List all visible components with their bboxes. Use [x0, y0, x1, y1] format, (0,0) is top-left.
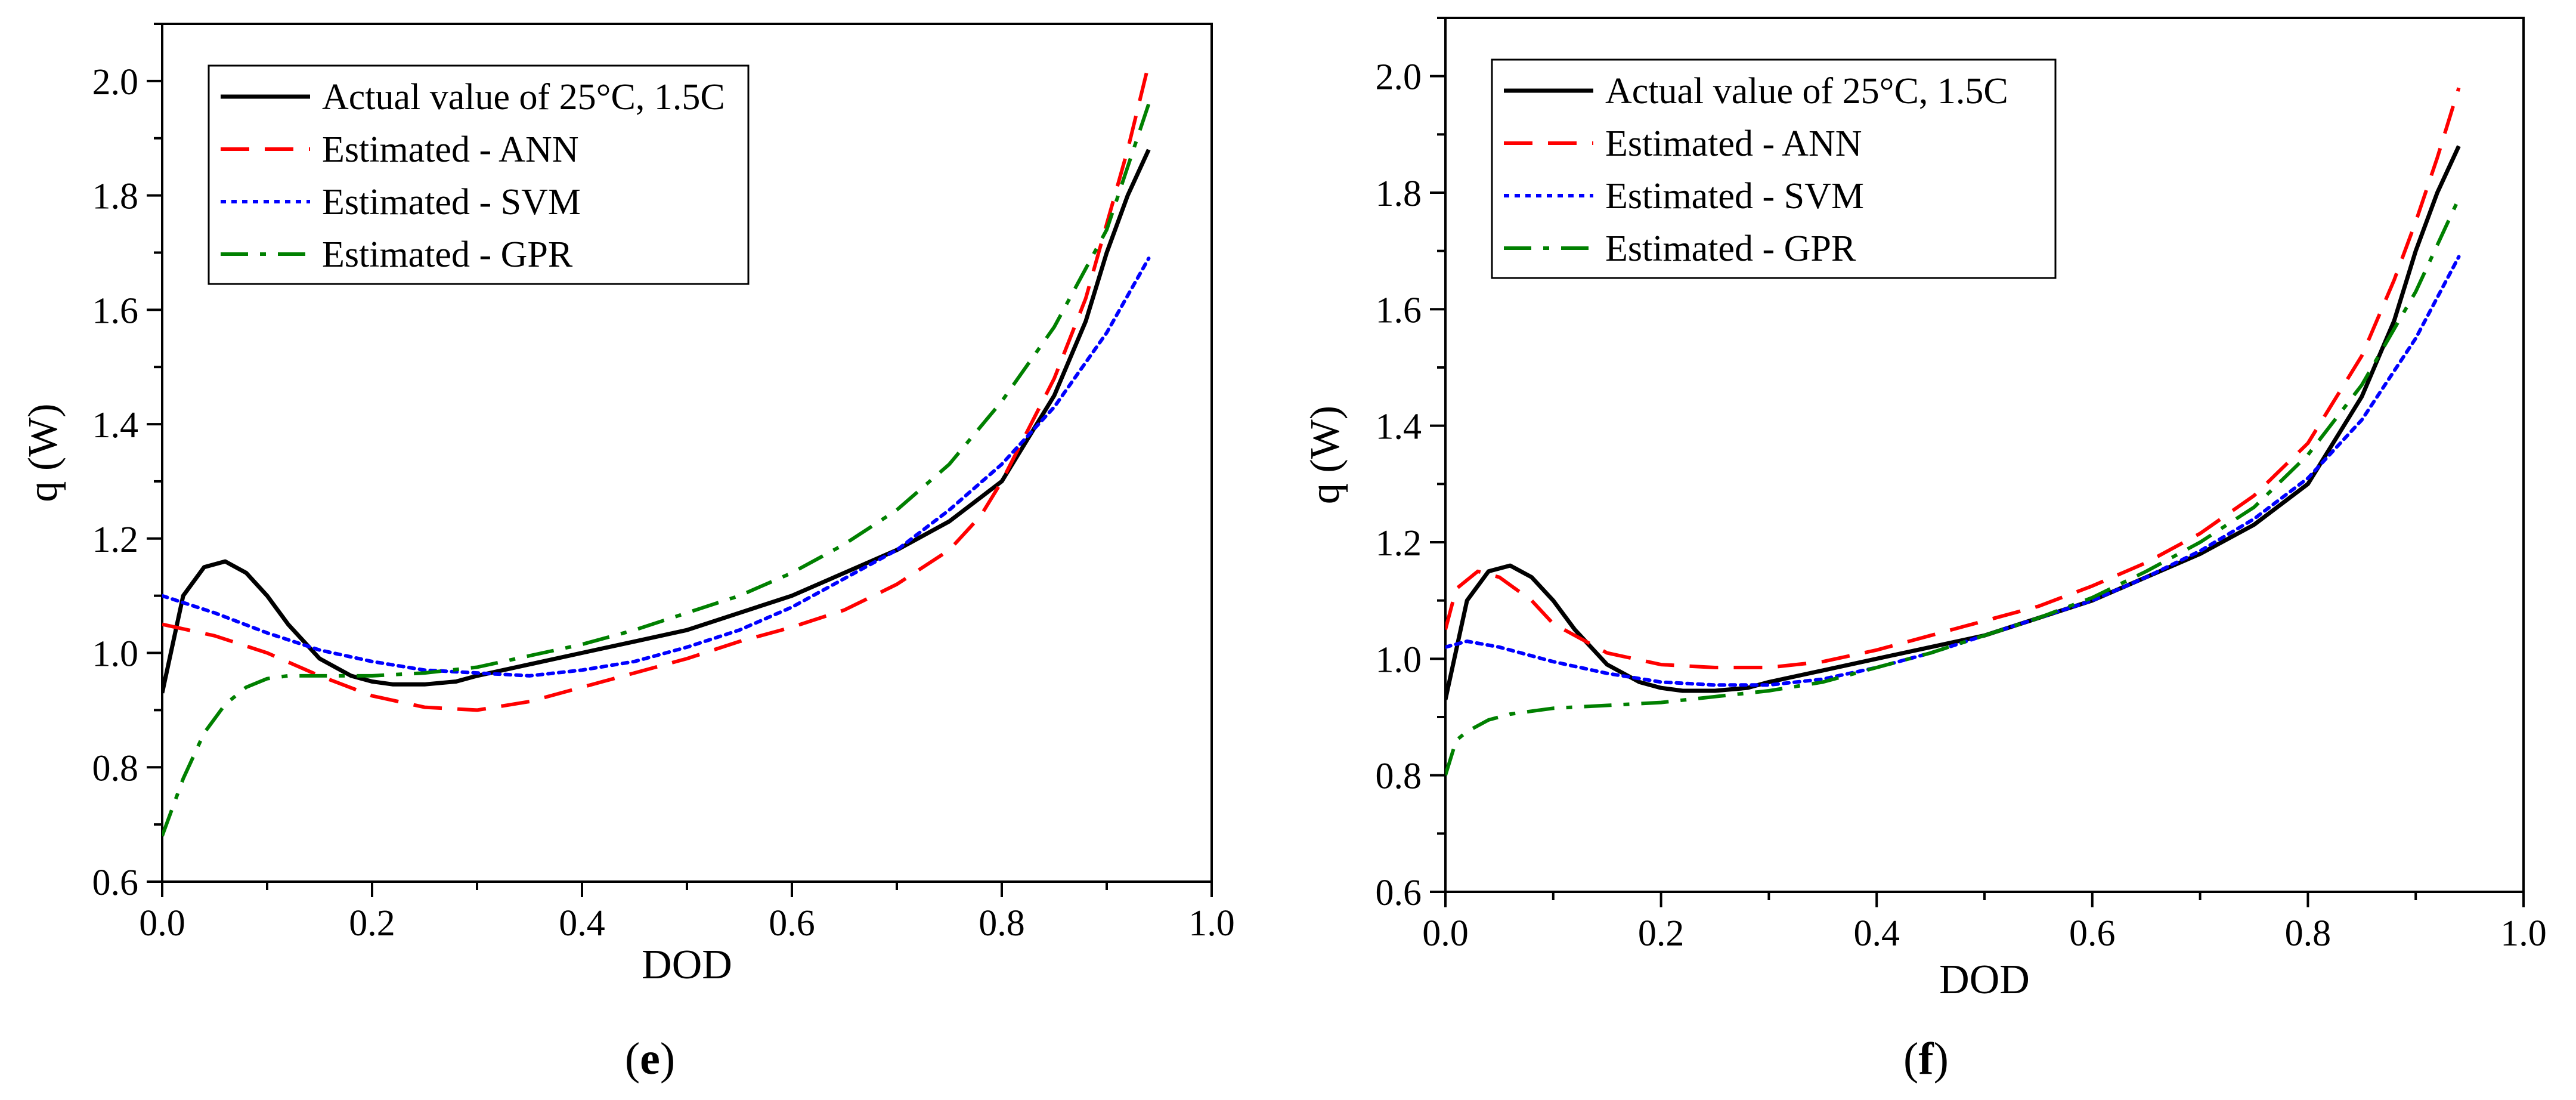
legend-label: Actual value of 25°C, 1.5C — [322, 77, 725, 118]
x-tick-label: 0.8 — [979, 903, 1025, 944]
series-line-estimated-svm — [162, 257, 1151, 678]
x-axis-label: DOD — [642, 942, 732, 988]
y-tick-label: 1.4 — [92, 405, 139, 446]
legend-box — [208, 64, 750, 285]
chart-panel-f: 0.0 0.2 0.4 0.6 0.8 1.0 0.6 0.8 1.0 1.2 1.4 1.6 1.8 2… — [1302, 17, 2547, 1084]
chart-panel-e: 0.0 0.2 0.4 0.6 0.8 1.0 0.6 0.8 1.0 1.2 1.4 1.6 1.8 2… — [20, 23, 1235, 1084]
legend-label: Estimated - ANN — [1605, 123, 1862, 164]
series-line-actual-value-of-25-c-1-5c — [1445, 145, 2461, 700]
y-tick-label: 0.6 — [1376, 873, 1422, 913]
y-tick-label: 1.8 — [1376, 174, 1422, 214]
x-axis-label: DOD — [1939, 957, 2030, 1003]
x-tick-label: 1.0 — [1188, 903, 1235, 944]
legend: Actual value of 25°C, 1.5C Estimated - AN… — [1491, 58, 2057, 279]
panel-label: (e) — [625, 1034, 675, 1084]
legend-label: Estimated - ANN — [322, 129, 579, 170]
y-tick-label: 2.0 — [92, 62, 139, 103]
series-line-estimated-ann — [162, 63, 1151, 712]
series-line-estimated-svm — [1445, 255, 2461, 687]
panel-label: (f) — [1903, 1034, 1949, 1084]
x-tick-label: 0.4 — [1853, 913, 1900, 954]
legend-label: Estimated - SVM — [1605, 176, 1864, 217]
y-tick-label: 1.4 — [1376, 407, 1422, 447]
panel-label-open: ( — [625, 1034, 640, 1084]
y-tick-label: 2.0 — [1376, 57, 1422, 98]
legend-box — [1491, 58, 2057, 279]
x-tick-label: 0.0 — [139, 903, 185, 944]
panel-label-open: ( — [1903, 1034, 1918, 1084]
y-tick-label: 1.6 — [92, 291, 139, 331]
panel-label-letter: e — [640, 1034, 660, 1084]
legend-label: Estimated - GPR — [322, 234, 573, 275]
y-tick-label: 1.8 — [92, 177, 139, 217]
x-tick-label: 0.2 — [349, 903, 395, 944]
panel-label-close: ) — [1934, 1034, 1949, 1084]
y-axis-label: q (W) — [20, 403, 66, 502]
y-tick-label: 0.8 — [92, 748, 139, 789]
y-axis-label: q (W) — [1302, 406, 1348, 504]
y-tick-label: 0.8 — [1376, 756, 1422, 797]
y-tick-label: 1.6 — [1376, 290, 1422, 330]
y-tick-label: 0.6 — [92, 863, 139, 903]
panel-label-close: ) — [660, 1034, 675, 1084]
x-tick-label: 0.0 — [1422, 913, 1469, 954]
x-tick-label: 0.4 — [559, 903, 605, 944]
x-tick-label: 0.2 — [1638, 913, 1685, 954]
legend-label: Estimated - SVM — [322, 182, 581, 223]
x-tick-label: 1.0 — [2500, 913, 2547, 954]
y-tick-label: 1.2 — [92, 520, 139, 560]
y-tick-label: 1.0 — [92, 634, 139, 675]
y-tick-label: 1.2 — [1376, 523, 1422, 564]
legend-label: Estimated - GPR — [1605, 228, 1856, 269]
series-line-estimated-ann — [1445, 87, 2461, 669]
panel-label-letter: f — [1918, 1034, 1934, 1084]
series-line-actual-value-of-25-c-1-5c — [162, 149, 1151, 694]
series-line-estimated-gpr — [162, 103, 1151, 837]
x-tick-label: 0.6 — [769, 903, 815, 944]
y-tick-label: 1.0 — [1376, 639, 1422, 680]
x-tick-label: 0.8 — [2285, 913, 2332, 954]
legend: Actual value of 25°C, 1.5C Estimated - AN… — [208, 64, 750, 285]
x-tick-label: 0.6 — [2069, 913, 2116, 954]
legend-label: Actual value of 25°C, 1.5C — [1605, 71, 2008, 112]
